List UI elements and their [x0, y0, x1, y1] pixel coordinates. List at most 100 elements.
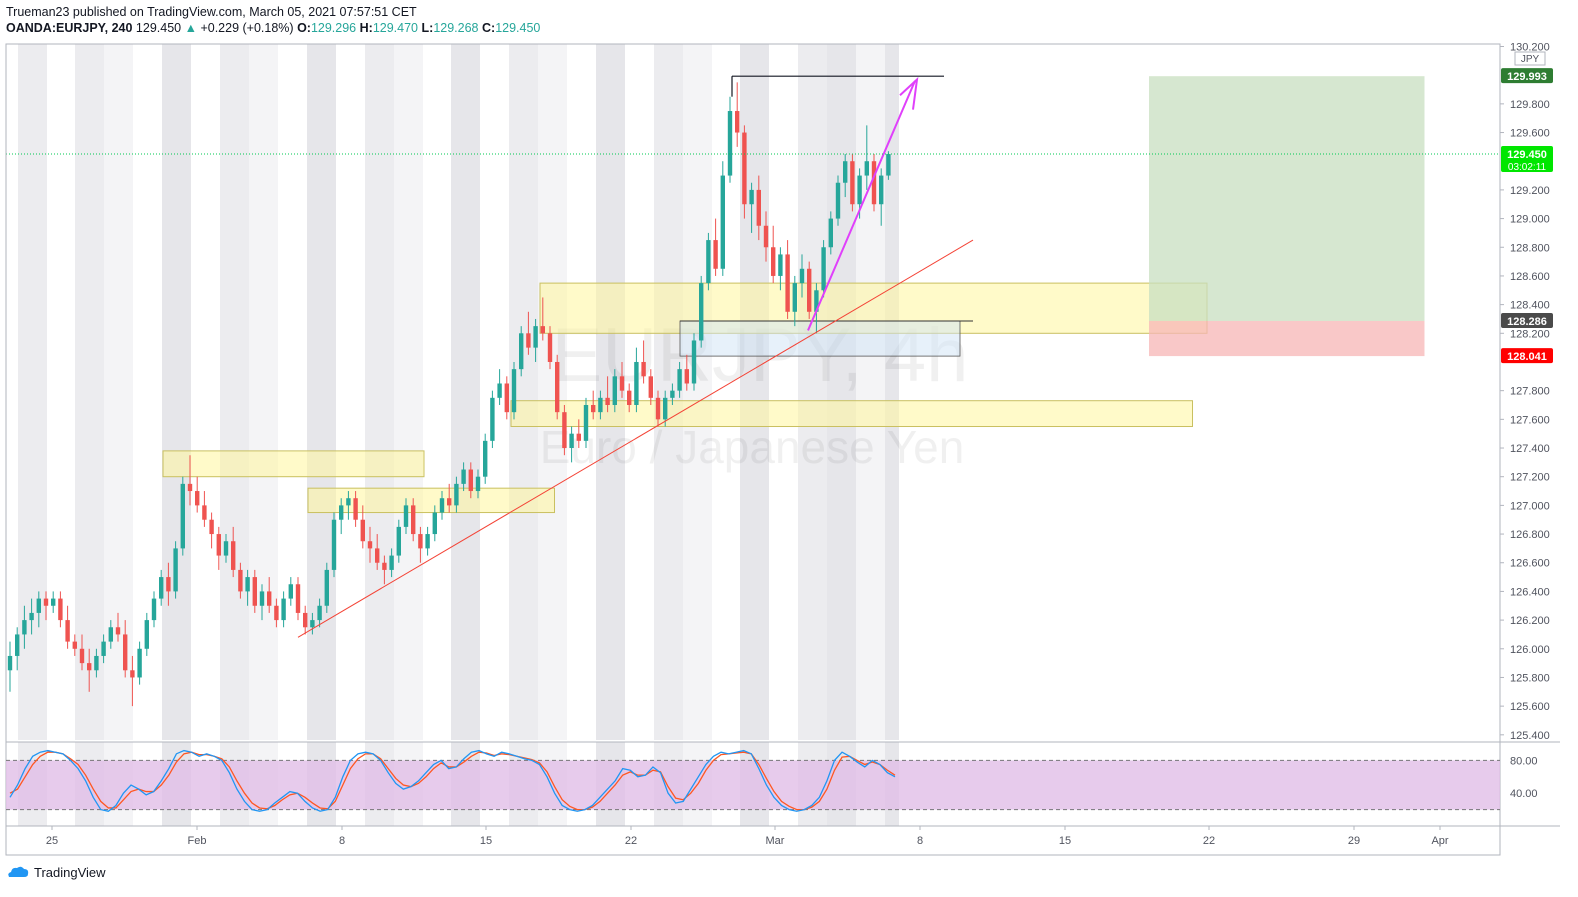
candle-body	[281, 598, 286, 621]
session-band	[683, 44, 712, 740]
chart-frame	[5, 43, 1501, 856]
time-axis[interactable]: 25 Feb 8 15 22 Mar 8 15 22 29 Apr	[6, 825, 1560, 847]
candle-body	[655, 397, 661, 420]
change-value: +0.229 (+0.18%)	[200, 21, 294, 35]
candle-body	[238, 569, 243, 592]
currency-box	[1514, 51, 1546, 66]
candle-body	[807, 268, 812, 312]
candle-body	[598, 397, 603, 413]
candle-body	[475, 476, 481, 492]
price-label-badge	[1501, 146, 1553, 173]
candle-body	[447, 498, 452, 506]
time-tick-label: 25	[46, 835, 58, 847]
session-band	[18, 44, 47, 740]
candle-body	[123, 634, 128, 671]
price-tick-label: 130.200	[1510, 42, 1550, 54]
ohlc-line: OANDA:EURJPY, 240 129.450 ▲ +0.229 (+0.1…	[6, 20, 540, 36]
tradingview-footer: TradingView	[6, 864, 106, 880]
candle-body	[115, 627, 121, 635]
session-band	[220, 44, 249, 740]
candle-body	[612, 376, 617, 405]
candle-body	[346, 498, 351, 506]
candle-body	[504, 383, 509, 413]
candle-body	[713, 240, 718, 269]
candle-body	[562, 412, 567, 449]
watermark-description: Euro / Japanese Yen	[540, 421, 965, 473]
time-tick-label: 22	[1203, 835, 1215, 847]
candle-body	[231, 541, 236, 570]
stochastic-tick-label: 40.00	[1510, 788, 1538, 800]
price-axis[interactable]: 130.200 129.800 129.600 129.200 129.000 128.8…	[5, 42, 1553, 856]
drawings[interactable]	[6, 75, 1500, 638]
last-price: 129.450	[135, 21, 182, 35]
candle-body	[288, 584, 293, 599]
candle-body	[879, 175, 884, 205]
price-tick-label: 129.600	[1510, 128, 1550, 140]
candle-body	[749, 189, 754, 205]
session-band	[162, 44, 191, 740]
candle-body	[814, 290, 819, 312]
currency-label: JPY	[1521, 54, 1540, 65]
candle-body	[65, 620, 70, 642]
candle-body	[886, 154, 891, 176]
symbol-label: OANDA:EURJPY, 240	[6, 21, 133, 35]
stochastic-pane: 80.00 40.00	[6, 741, 1560, 812]
candle-body	[519, 333, 524, 370]
candle-body	[857, 175, 862, 205]
candle-body	[627, 390, 632, 405]
price-tick-label: 127.400	[1510, 443, 1550, 455]
time-tick-label: Apr	[1431, 835, 1448, 847]
candle-body	[375, 548, 380, 563]
price-label-text: 128.041	[1507, 351, 1547, 363]
price-tick-label: 126.400	[1510, 586, 1550, 598]
candle-body	[403, 505, 409, 527]
candle-body	[195, 491, 200, 506]
candle-body	[792, 283, 797, 312]
candle-body	[108, 627, 113, 642]
candle-body	[295, 584, 301, 613]
price-label-badge	[1501, 68, 1553, 84]
price-tick-label: 127.000	[1510, 500, 1550, 512]
candle-body	[51, 598, 56, 606]
price-tick-label: 126.000	[1510, 644, 1550, 656]
candle-body	[663, 397, 668, 420]
price-tick-label: 125.400	[1510, 730, 1550, 742]
high-label: H:	[359, 21, 373, 35]
price-tick-label: 129.200	[1510, 185, 1550, 197]
candle-body	[677, 369, 682, 391]
session-band	[75, 44, 104, 740]
candle-body	[324, 569, 329, 606]
time-tick-label: 22	[625, 835, 637, 847]
candle-body	[555, 361, 560, 413]
price-tick-label: 128.600	[1510, 271, 1550, 283]
footer-brand: TradingView	[34, 864, 106, 880]
candle-body	[547, 333, 553, 362]
candle-body	[173, 548, 178, 592]
stochastic-tick-label: 80.00	[1510, 755, 1538, 767]
candle-body	[29, 612, 34, 621]
candle-body	[360, 519, 365, 542]
candle-body	[490, 397, 495, 441]
candle-body	[101, 641, 106, 656]
candle-body	[87, 663, 92, 671]
candle-body	[317, 605, 322, 621]
price-tick-label: 129.800	[1510, 99, 1550, 111]
price-tick-label: 127.200	[1510, 472, 1550, 484]
time-tick-label: 8	[339, 835, 345, 847]
candle-body	[591, 405, 596, 413]
candle-body	[389, 555, 394, 570]
candle-body	[72, 641, 77, 649]
price-tick-label: 125.600	[1510, 701, 1550, 713]
candle-body	[439, 498, 445, 513]
candle-body	[799, 268, 805, 284]
candle-body	[425, 534, 430, 549]
candle-body	[785, 254, 790, 312]
candle-body	[763, 225, 769, 248]
candle-body	[483, 440, 488, 477]
candle-body	[691, 340, 697, 384]
candles	[7, 82, 891, 707]
countdown-text: 03:02:11	[1508, 162, 1547, 173]
candle-body	[835, 182, 841, 219]
session-band	[307, 44, 336, 740]
